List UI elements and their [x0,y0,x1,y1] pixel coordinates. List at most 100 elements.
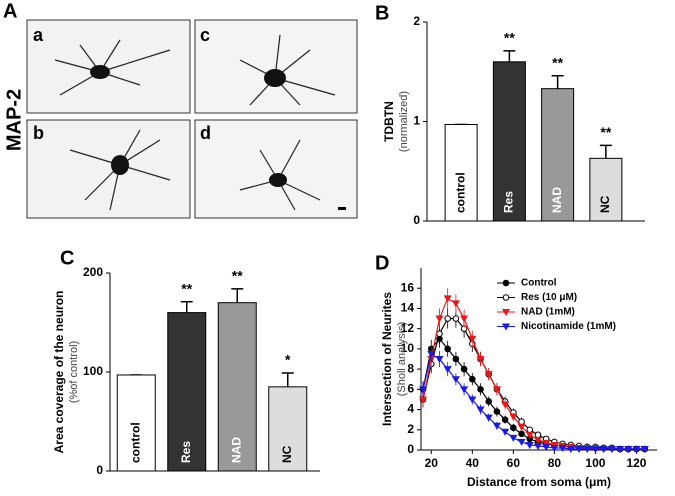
y-tick-label: 1 [413,114,420,128]
marker [436,330,443,338]
significance: ** [232,268,243,284]
micrograph [194,119,358,219]
marker [492,422,501,430]
x-tick-label: 100 [585,456,605,470]
y-axis-subtitle: (%of control) [68,341,80,403]
bar-label: NC [598,195,612,213]
legend-marker [501,309,511,316]
marker [525,431,534,439]
bar-label: NAD [229,437,243,463]
marker [518,430,525,438]
marker [451,376,460,384]
marker [509,434,518,442]
y-tick-label: 0 [96,463,103,477]
y-tick-label: 0 [407,442,414,456]
panel-a: A MAP-2 a b c d [3,0,358,219]
marker [427,350,436,358]
marker [525,441,534,449]
y-tick-label: 2 [407,422,414,436]
marker [443,366,452,374]
legend-marker [502,294,510,301]
y-axis-subtitle: (normalized) [398,91,410,152]
marker [452,355,460,363]
marker [468,335,477,343]
legend-label: NAD (1mM) [521,307,575,318]
y-tick-label: 16 [401,280,415,294]
x-tick-label: 80 [548,456,562,470]
marker [443,295,452,303]
image-label: a [33,25,44,45]
bar [268,386,308,472]
marker [533,436,543,444]
bar-label: NC [280,445,294,463]
marker [460,315,469,323]
marker [476,406,485,414]
marker [485,398,493,405]
x-axis-title: Distance from soma (μm) [467,475,611,489]
legend-label: Control [521,278,557,289]
marker [501,428,510,436]
panel-label: B [375,2,389,24]
significance: * [285,352,291,368]
y-axis-title: Area coverage of the neuron [52,291,66,454]
y-tick-label: 10 [401,341,415,355]
x-tick-label: 120 [626,456,646,470]
image-label: b [33,123,44,143]
marker [640,445,649,453]
marker [484,414,493,422]
significance: ** [181,280,192,296]
marker [558,444,567,452]
legend-label: Res (10 μM) [521,292,577,303]
series-line [422,352,645,450]
marker [501,416,509,423]
bar-label: Res [179,441,193,463]
marker [451,300,460,308]
panel-label: C [60,247,74,269]
panel-label: D [375,252,389,274]
marker [493,408,501,415]
marker [435,315,444,323]
x-tick-label: 40 [466,456,480,470]
bar [167,312,207,472]
marker [615,445,625,453]
y-axis-subtitle: (Sholl analysis) [396,322,408,397]
scale-bar [338,207,346,210]
stain-label: MAP-2 [3,89,25,151]
significance: ** [504,30,515,46]
y-tick-label: 8 [407,361,414,375]
bar-label: control [128,422,142,463]
marker [574,445,584,453]
image-label: d [200,123,211,143]
legend-label: Nicotinamide (1mM) [521,321,616,332]
legend-marker [501,323,511,331]
y-tick-label: 12 [401,321,415,335]
marker [632,445,641,453]
significance: ** [600,124,611,140]
bar [217,302,257,472]
marker [542,439,551,447]
marker [435,356,444,363]
bar [541,88,575,222]
y-tick-label: 200 [83,265,103,279]
bar [589,157,623,222]
y-tick-label: 0 [413,213,420,227]
marker [477,386,484,393]
x-tick-label: 60 [507,456,521,470]
marker [469,375,476,383]
bar [116,374,156,472]
y-tick-label: 100 [83,364,103,378]
series-line [422,317,645,450]
marker [533,442,543,450]
bar-label: control [453,172,467,213]
bar-label: Res [502,191,516,213]
x-tick-label: 20 [425,456,439,470]
micrograph [26,19,191,114]
marker [526,426,534,434]
y-tick-label: 4 [407,402,414,416]
marker [509,413,518,421]
marker [624,445,633,453]
y-axis-title: Intersection of Neurites [380,292,394,426]
marker [517,438,526,446]
marker [534,431,542,439]
bar-label: NAD [550,187,564,213]
